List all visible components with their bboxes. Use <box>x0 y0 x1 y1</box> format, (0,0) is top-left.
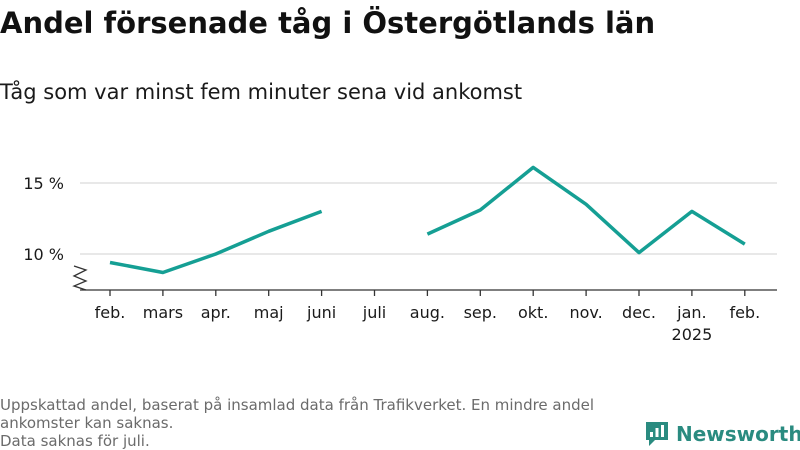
x-tick-label: juni <box>306 303 336 322</box>
brand-logo: Newsworthy <box>644 418 800 450</box>
x-tick-label: maj <box>254 303 284 322</box>
x-tick-label: okt. <box>518 303 548 322</box>
footnote-line-3: Data saknas för juli. <box>0 432 150 450</box>
footnote: Uppskattad andel, baserat på insamlad da… <box>0 396 640 450</box>
x-tick-label: juli <box>362 303 386 322</box>
axis-break-icon <box>72 265 88 291</box>
footnote-line-1: Uppskattad andel, baserat på insamlad da… <box>0 396 595 414</box>
gridlines <box>80 182 777 255</box>
x-tick-label: feb. <box>729 303 760 322</box>
chart-subtitle: Tåg som var minst fem minuter sena vid a… <box>0 80 523 104</box>
series-lines <box>109 165 746 275</box>
x-tick-label: nov. <box>569 303 602 322</box>
x-axis-labels: feb. mars apr. maj juni juli aug. sep. okt. nov. d… <box>95 303 761 344</box>
y-tick-label: 15 % <box>23 174 64 193</box>
y-tick-label: 10 % <box>23 245 64 264</box>
x-tick-label: jan. <box>676 303 706 322</box>
footnote-line-2: ankomster kan saknas. <box>0 414 174 432</box>
x-tick-label: dec. <box>622 303 656 322</box>
x-tick-label: mars <box>143 303 183 322</box>
series-line-segment <box>109 209 323 275</box>
chart-title: Andel försenade tåg i Östergötlands län <box>0 6 656 40</box>
brand-name: Newsworthy <box>676 422 800 446</box>
x-tick-label: feb. <box>95 303 126 322</box>
x-tick-label: sep. <box>464 303 497 322</box>
x-tick-label: apr. <box>201 303 231 322</box>
x-year-label: 2025 <box>672 325 713 344</box>
line-chart: 10 % 15 % feb. mars apr. maj juni juli aug. sep.… <box>23 165 777 344</box>
x-tick-label: aug. <box>410 303 445 322</box>
x-axis <box>72 265 777 296</box>
series-line-segment <box>426 165 746 255</box>
bar-chart-icon <box>646 422 668 446</box>
y-axis-labels: 10 % 15 % <box>23 174 64 264</box>
